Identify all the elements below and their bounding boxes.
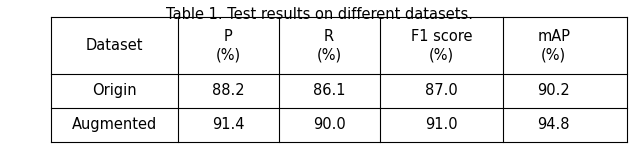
Text: 86.1: 86.1 xyxy=(313,83,346,98)
Text: (%): (%) xyxy=(541,47,566,62)
Text: (%): (%) xyxy=(216,47,241,62)
Text: mAP: mAP xyxy=(537,29,570,44)
Text: Augmented: Augmented xyxy=(72,117,157,132)
Text: 87.0: 87.0 xyxy=(425,83,458,98)
Text: 90.2: 90.2 xyxy=(538,83,570,98)
Text: Dataset: Dataset xyxy=(86,38,143,53)
Text: P: P xyxy=(224,29,233,44)
Text: (%): (%) xyxy=(429,47,454,62)
Text: 94.8: 94.8 xyxy=(538,117,570,132)
Text: F1 score: F1 score xyxy=(411,29,472,44)
Text: (%): (%) xyxy=(317,47,342,62)
Text: R: R xyxy=(324,29,334,44)
Text: 88.2: 88.2 xyxy=(212,83,244,98)
Text: Origin: Origin xyxy=(92,83,137,98)
Text: 91.0: 91.0 xyxy=(425,117,458,132)
Text: 91.4: 91.4 xyxy=(212,117,244,132)
Text: 90.0: 90.0 xyxy=(313,117,346,132)
Text: Table 1. Test results on different datasets.: Table 1. Test results on different datas… xyxy=(166,7,474,21)
